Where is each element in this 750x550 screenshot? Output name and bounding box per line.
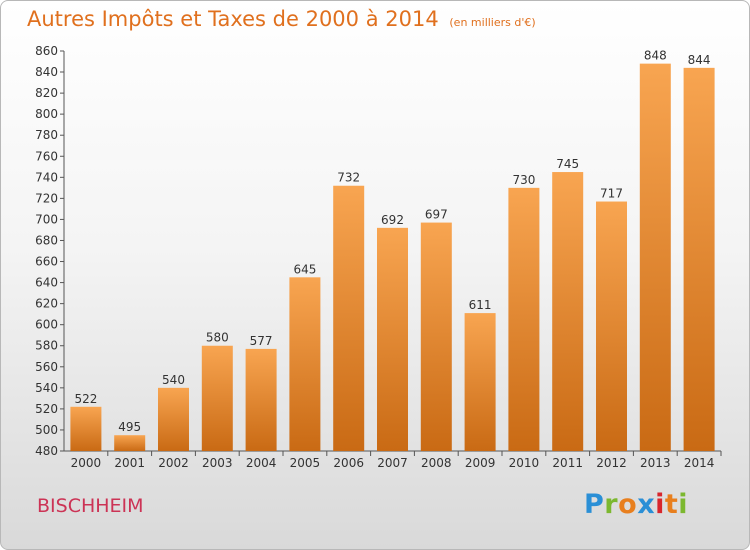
bar-value-label: 645 [293,262,316,276]
x-tick-label: 2000 [71,456,102,470]
x-tick-label: 2005 [290,456,321,470]
chart-axes: 480 500 520 540 560 580 600 620 640 660 680 700 720 7… [35,44,722,470]
bar-value-label: 745 [556,157,579,171]
bar [683,67,715,451]
y-tick-label: 820 [35,86,58,100]
chart-title: Autres Impôts et Taxes de 2000 à 2014 (e… [27,7,536,31]
x-tick-label: 2008 [421,456,452,470]
y-tick-label: 700 [35,212,58,226]
logo-letter: i [655,489,665,520]
town-name: BISCHHEIM [37,495,144,517]
y-tick-label: 800 [35,107,58,121]
bar [333,185,365,451]
y-tick-label: 540 [35,381,58,395]
bar-value-label: 692 [381,213,404,227]
bar-value-label: 577 [250,334,273,348]
x-tick-label: 2001 [114,456,145,470]
x-tick-label: 2013 [640,456,671,470]
chart-title-unit: (en milliers d'€) [449,16,536,29]
bar-value-label: 732 [337,171,360,185]
bar [552,172,584,452]
bar [114,435,146,451]
x-tick-label: 2011 [552,456,583,470]
y-tick-label: 620 [35,297,58,311]
bar [70,406,102,451]
x-tick-label: 2006 [333,456,364,470]
x-tick-label: 2003 [202,456,233,470]
y-tick-label: 720 [35,191,58,205]
bar-value-label: 730 [512,173,535,187]
chart-bars [70,63,715,452]
x-tick-label: 2009 [465,456,496,470]
proxiti-logo: Proxiti [584,489,688,520]
y-tick-label: 500 [35,423,58,437]
bar [508,187,540,451]
bar [420,222,452,451]
y-tick-label: 860 [35,44,58,58]
logo-letter: o [618,489,638,520]
y-tick-label: 740 [35,170,58,184]
bar-value-label: 495 [118,420,141,434]
logo-letter: r [604,489,619,520]
bar [377,227,408,451]
y-tick-label: 520 [35,402,58,416]
bar-value-label: 611 [469,298,492,312]
chart-title-text: Autres Impôts et Taxes de 2000 à 2014 [27,7,439,31]
bar [201,345,233,451]
y-tick-label: 760 [35,149,58,163]
y-tick-label: 780 [35,128,58,142]
chart-value-labels: 522 495 540 580 577 645 732 692 697 611 730 745 717 8… [74,49,710,435]
x-tick-label: 2004 [246,456,277,470]
logo-letter: P [584,489,605,520]
bar-value-label: 540 [162,373,185,387]
bar [596,201,627,451]
logo-letter: x [637,489,656,520]
x-tick-label: 2010 [509,456,540,470]
bar [158,387,189,451]
y-tick-label: 560 [35,360,58,374]
bar [639,63,671,451]
x-tick-label: 2002 [158,456,189,470]
x-tick-label: 2007 [377,456,408,470]
bar-value-label: 717 [600,187,623,201]
bar-value-label: 522 [74,392,97,406]
y-tick-label: 580 [35,339,58,353]
y-tick-label: 640 [35,276,58,290]
y-tick-label: 480 [35,444,58,458]
logo-letter: i [678,489,689,520]
x-tick-label: 2014 [684,456,715,470]
bar [289,277,321,451]
x-tick-label: 2012 [596,456,627,470]
y-tick-label: 660 [35,255,58,269]
logo-letter: t [664,489,679,520]
bar-value-label: 848 [644,49,667,63]
bar-value-label: 580 [206,331,229,345]
y-tick-label: 600 [35,318,58,332]
y-tick-label: 680 [35,233,58,247]
y-tick-label: 840 [35,65,58,79]
bar [464,313,496,451]
bar-value-label: 697 [425,208,448,222]
bar-value-label: 844 [688,53,711,67]
bar [245,348,277,451]
